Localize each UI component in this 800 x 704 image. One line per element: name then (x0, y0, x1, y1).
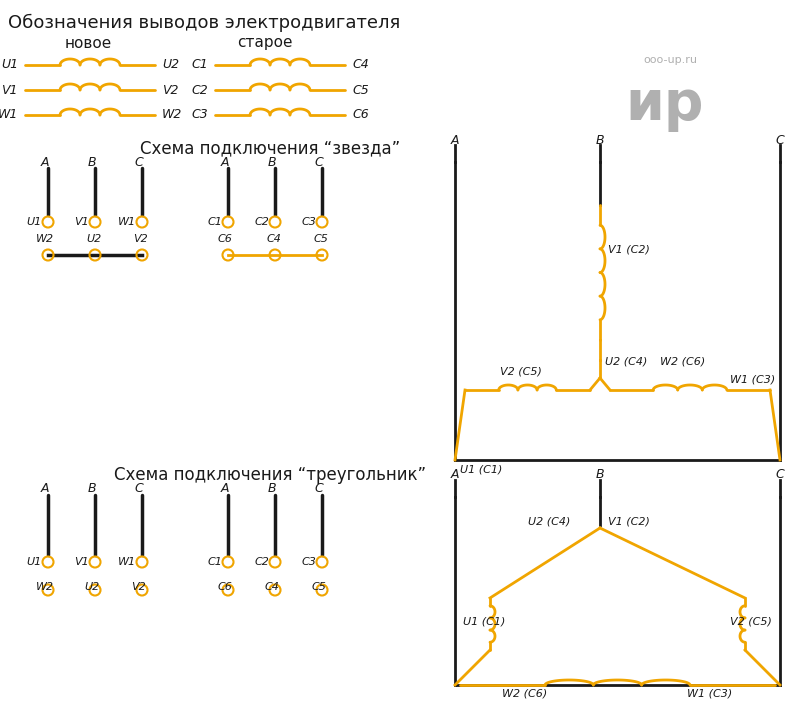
Text: W1 (C3): W1 (C3) (687, 688, 733, 698)
Text: W1: W1 (118, 217, 136, 227)
Text: V1 (C2): V1 (C2) (608, 517, 650, 527)
Text: Схема подключения “треугольник”: Схема подключения “треугольник” (114, 466, 426, 484)
Text: Схема подключения “звезда”: Схема подключения “звезда” (140, 139, 400, 157)
Text: V1 (C2): V1 (C2) (608, 245, 650, 255)
Text: A: A (41, 482, 50, 496)
Text: A: A (41, 156, 50, 168)
Text: C3: C3 (301, 217, 316, 227)
Text: C: C (134, 156, 143, 168)
Text: B: B (596, 467, 604, 481)
Text: W1: W1 (118, 557, 136, 567)
Text: U2: U2 (86, 234, 102, 244)
Text: U1 (C1): U1 (C1) (460, 465, 502, 475)
Text: U1: U1 (26, 557, 42, 567)
Text: V2 (C5): V2 (C5) (730, 617, 772, 627)
Text: W2: W2 (162, 108, 182, 122)
Text: C5: C5 (311, 582, 326, 592)
Text: C5: C5 (352, 84, 369, 96)
Text: C4: C4 (266, 234, 282, 244)
Text: C3: C3 (301, 557, 316, 567)
Text: C4: C4 (352, 58, 369, 72)
Text: U1 (C1): U1 (C1) (463, 617, 506, 627)
Text: C: C (314, 156, 323, 168)
Text: C3: C3 (191, 108, 208, 122)
Text: C2: C2 (254, 217, 269, 227)
Text: C2: C2 (254, 557, 269, 567)
Text: W2 (C6): W2 (C6) (660, 357, 706, 367)
Text: B: B (268, 156, 276, 168)
Text: C1: C1 (191, 58, 208, 72)
Text: V2 (C5): V2 (C5) (500, 367, 542, 377)
Text: ир: ир (626, 78, 704, 132)
Text: U2 (C4): U2 (C4) (528, 517, 570, 527)
Text: W2: W2 (36, 582, 54, 592)
Text: C6: C6 (218, 234, 233, 244)
Text: C6: C6 (352, 108, 369, 122)
Text: C: C (776, 134, 784, 146)
Text: W1 (C3): W1 (C3) (730, 375, 775, 385)
Text: C: C (134, 482, 143, 496)
Text: B: B (88, 482, 96, 496)
Text: W2 (C6): W2 (C6) (502, 688, 548, 698)
Text: C1: C1 (207, 217, 222, 227)
Text: U2: U2 (162, 58, 179, 72)
Text: V1: V1 (2, 84, 18, 96)
Text: C: C (314, 482, 323, 496)
Text: B: B (596, 134, 604, 146)
Text: C6: C6 (218, 582, 233, 592)
Text: Обозначения выводов электродвигателя: Обозначения выводов электродвигателя (8, 14, 400, 32)
Text: A: A (221, 482, 230, 496)
Text: B: B (268, 482, 276, 496)
Text: V1: V1 (74, 217, 89, 227)
Text: ooo-up.ru: ooo-up.ru (643, 55, 697, 65)
Text: B: B (88, 156, 96, 168)
Text: старое: старое (238, 35, 293, 51)
Text: U2: U2 (84, 582, 100, 592)
Text: A: A (450, 467, 459, 481)
Text: новое: новое (64, 35, 112, 51)
Text: W2: W2 (36, 234, 54, 244)
Text: U1: U1 (26, 217, 42, 227)
Text: C5: C5 (314, 234, 329, 244)
Text: V2: V2 (132, 582, 146, 592)
Text: V2: V2 (162, 84, 178, 96)
Text: C4: C4 (265, 582, 279, 592)
Text: U2 (C4): U2 (C4) (605, 357, 647, 367)
Text: C: C (776, 467, 784, 481)
Text: V1: V1 (74, 557, 89, 567)
Text: C2: C2 (191, 84, 208, 96)
Text: A: A (450, 134, 459, 146)
Text: U1: U1 (1, 58, 18, 72)
Text: A: A (221, 156, 230, 168)
Text: V2: V2 (134, 234, 148, 244)
Text: C1: C1 (207, 557, 222, 567)
Text: W1: W1 (0, 108, 18, 122)
